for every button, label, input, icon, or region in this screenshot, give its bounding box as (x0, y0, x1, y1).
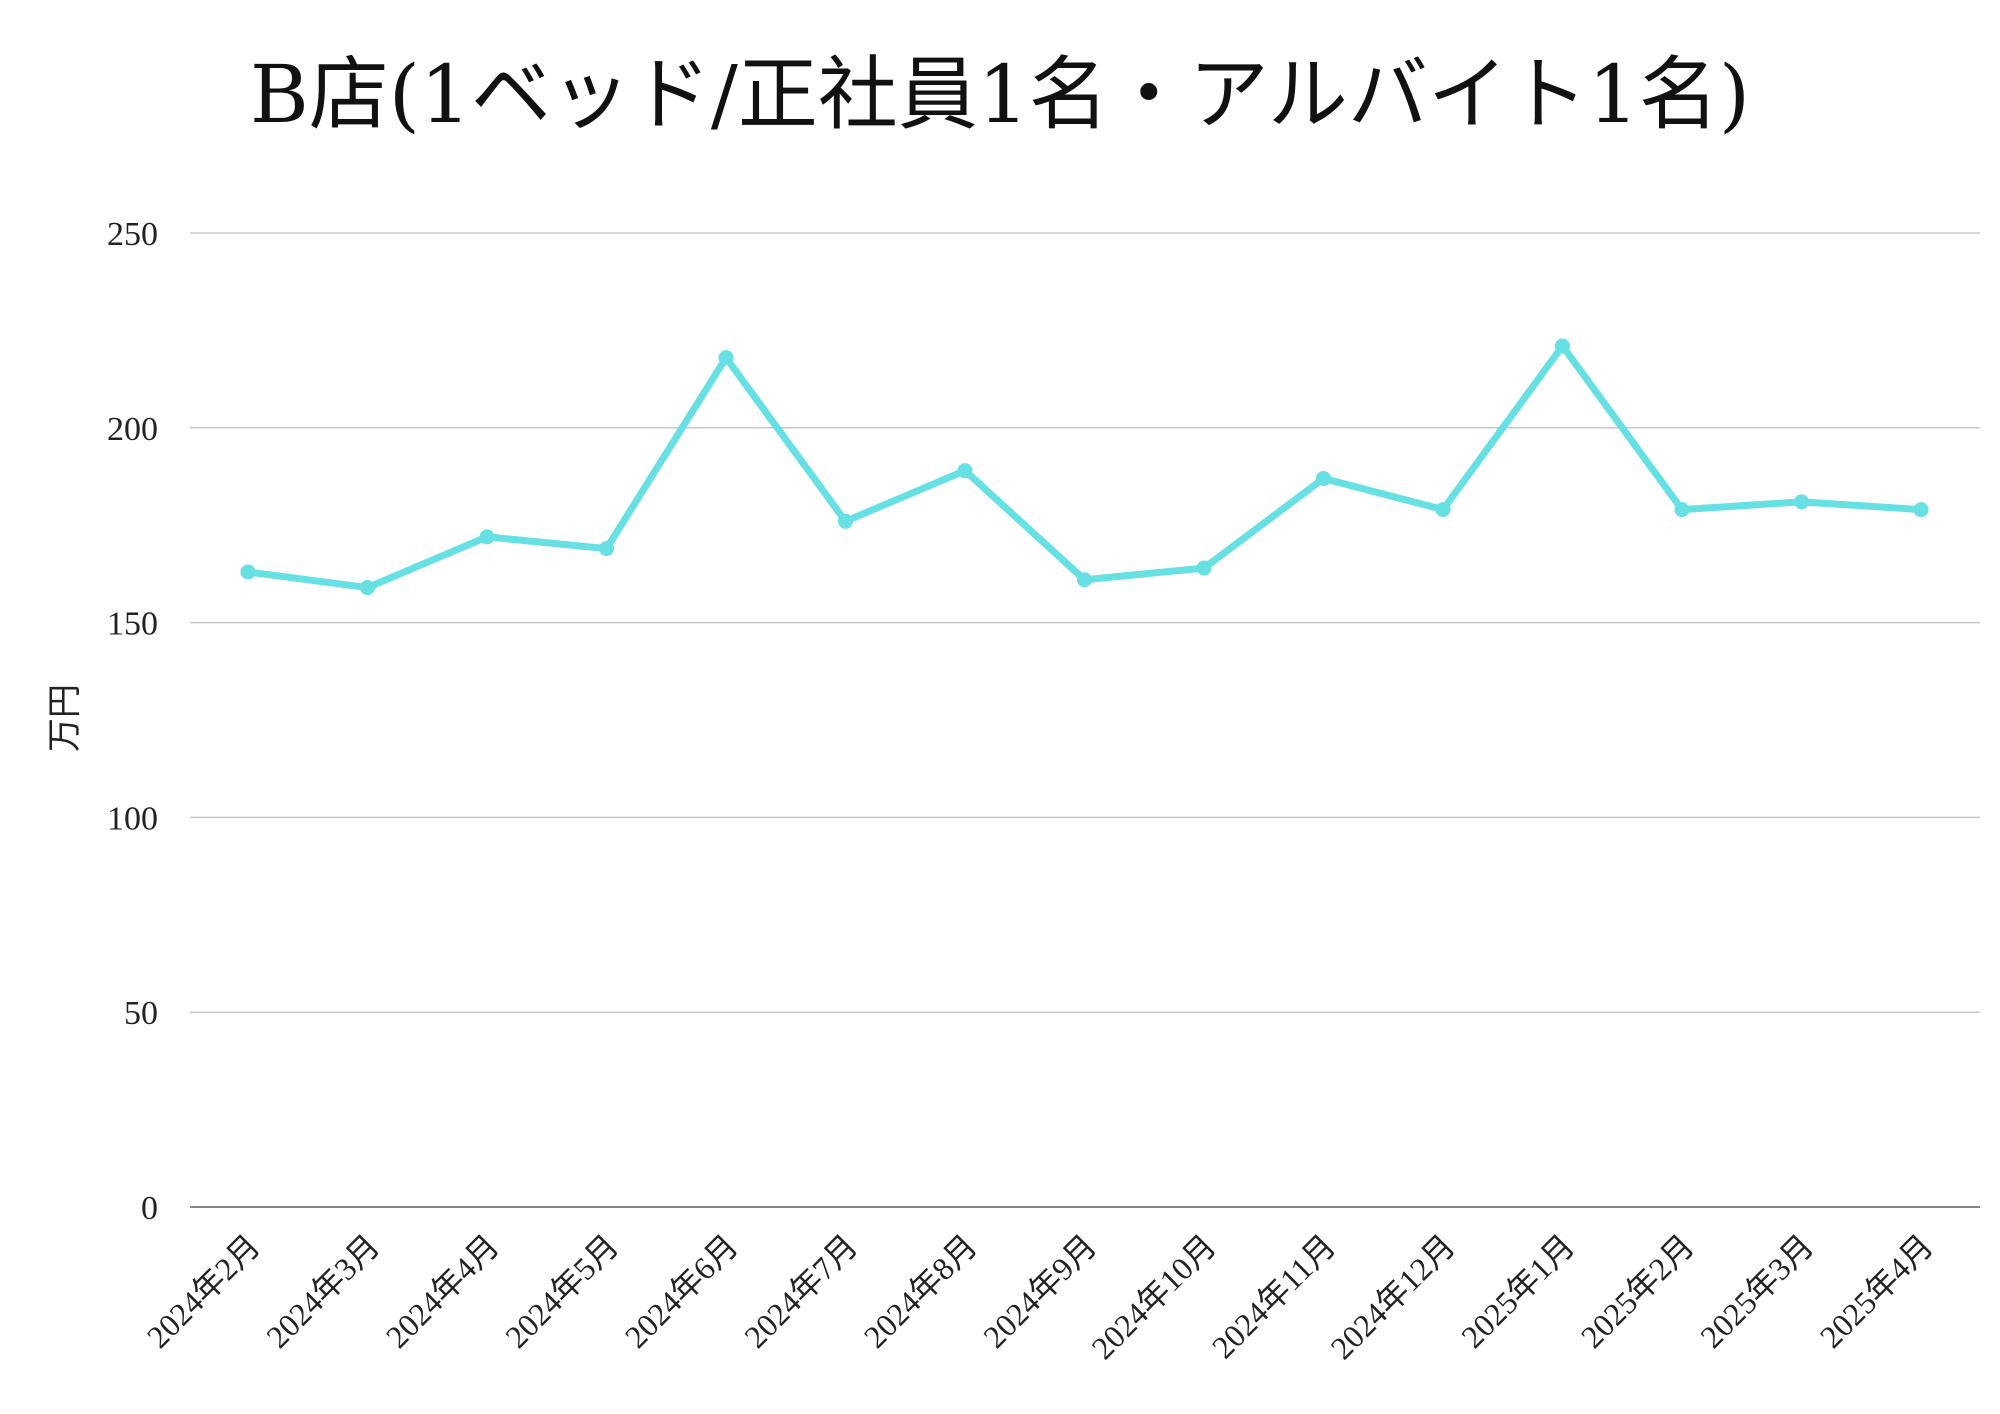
x-tick-label: 2025年3月 (1693, 1227, 1820, 1354)
y-axis-label: 万円 (45, 684, 85, 752)
data-point (957, 463, 973, 479)
data-point (240, 564, 256, 580)
x-tick-label: 2024年5月 (498, 1227, 625, 1354)
data-point (1077, 572, 1092, 588)
data-point (479, 529, 495, 545)
x-tick-label: 2024年9月 (976, 1227, 1103, 1354)
x-tick-label: 2024年3月 (259, 1227, 386, 1354)
data-point (1794, 494, 1809, 510)
y-tick-label: 200 (107, 411, 158, 448)
data-point (360, 580, 375, 596)
series-group (240, 338, 1929, 596)
y-tick-label: 50 (124, 995, 158, 1032)
data-point (838, 513, 853, 529)
data-point (1435, 502, 1451, 518)
y-tick-label: 250 (107, 216, 158, 253)
y-tick-label: 0 (141, 1190, 158, 1227)
x-tick-label: 2024年6月 (618, 1227, 745, 1354)
x-tick-label: 2025年2月 (1574, 1227, 1701, 1354)
x-tick-label: 2025年1月 (1454, 1227, 1581, 1354)
x-tick-label: 2024年2月 (140, 1227, 267, 1354)
x-tick-label: 2024年7月 (737, 1227, 864, 1354)
data-point (1674, 502, 1690, 518)
x-axis-ticks: 2024年2月2024年3月2024年4月2024年5月2024年6月2024年… (140, 1227, 1940, 1366)
data-point (599, 541, 614, 557)
chart-title: B店(1ベッド/正社員1名・アルバイト1名) (250, 48, 1750, 141)
data-point (1196, 560, 1212, 576)
x-tick-label: 2024年10月 (1084, 1227, 1223, 1366)
series-line (244, 342, 1925, 592)
grid-lines (190, 232, 1980, 1208)
x-tick-label: 2024年12月 (1323, 1227, 1462, 1366)
y-tick-label: 150 (107, 606, 158, 643)
data-point (1555, 338, 1570, 354)
x-tick-label: 2024年4月 (379, 1227, 506, 1354)
x-tick-label: 2025年4月 (1813, 1227, 1940, 1354)
y-axis-ticks: 0 50 100 150 200 250 (107, 216, 158, 1227)
x-tick-label: 2024年8月 (857, 1227, 984, 1354)
data-point (1316, 470, 1331, 486)
data-point (718, 350, 734, 366)
y-tick-label: 100 (107, 800, 158, 837)
data-point (1913, 502, 1929, 518)
x-tick-label: 2024年11月 (1205, 1227, 1343, 1365)
